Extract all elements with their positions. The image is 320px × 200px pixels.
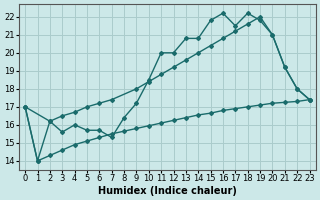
X-axis label: Humidex (Indice chaleur): Humidex (Indice chaleur) — [98, 186, 237, 196]
